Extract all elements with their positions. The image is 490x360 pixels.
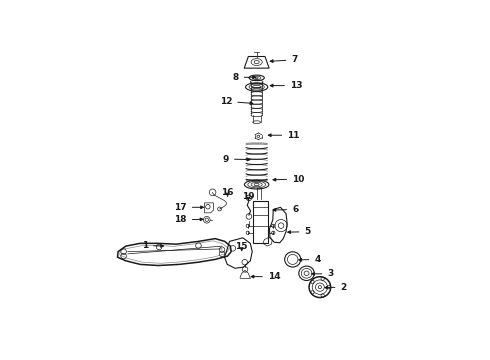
Text: 7: 7 <box>270 55 298 64</box>
Text: 19: 19 <box>242 192 255 201</box>
Text: 13: 13 <box>270 81 302 90</box>
Text: 4: 4 <box>299 255 320 264</box>
Text: 18: 18 <box>174 215 203 224</box>
Text: 16: 16 <box>221 188 234 197</box>
Text: 11: 11 <box>269 131 300 140</box>
Text: 1: 1 <box>142 241 164 250</box>
Text: 3: 3 <box>312 269 334 278</box>
Text: 10: 10 <box>273 175 304 184</box>
Text: 8: 8 <box>232 73 256 82</box>
Text: 2: 2 <box>325 283 346 292</box>
Text: 9: 9 <box>222 154 250 163</box>
Text: 5: 5 <box>288 227 311 236</box>
Text: 14: 14 <box>251 272 280 281</box>
Text: 6: 6 <box>273 205 298 214</box>
Text: 15: 15 <box>236 242 248 251</box>
Text: 17: 17 <box>174 203 203 212</box>
Text: 12: 12 <box>220 97 253 106</box>
